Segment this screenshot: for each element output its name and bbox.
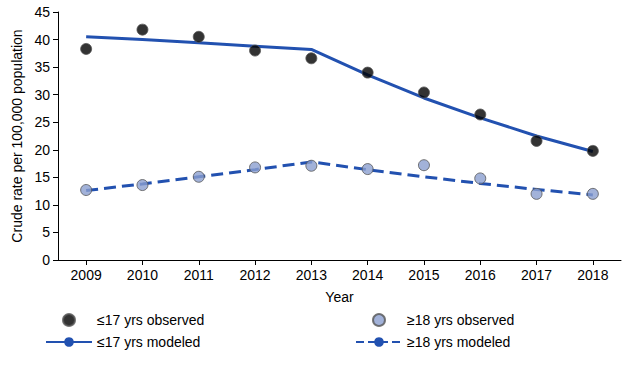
svg-text:2013: 2013 bbox=[296, 267, 327, 283]
svg-text:Year: Year bbox=[325, 289, 354, 305]
svg-text:0: 0 bbox=[42, 252, 50, 268]
svg-text:2012: 2012 bbox=[239, 267, 270, 283]
svg-text:≤17 yrs modeled: ≤17 yrs modeled bbox=[97, 334, 200, 350]
svg-text:2017: 2017 bbox=[521, 267, 552, 283]
svg-text:15: 15 bbox=[34, 169, 50, 185]
svg-text:20: 20 bbox=[34, 142, 50, 158]
svg-text:45: 45 bbox=[34, 4, 50, 20]
svg-text:10: 10 bbox=[34, 197, 50, 213]
svg-text:2014: 2014 bbox=[352, 267, 383, 283]
svg-text:40: 40 bbox=[34, 32, 50, 48]
svg-text:2009: 2009 bbox=[71, 267, 102, 283]
svg-text:2016: 2016 bbox=[465, 267, 496, 283]
svg-text:5: 5 bbox=[42, 224, 50, 240]
svg-text:2015: 2015 bbox=[408, 267, 439, 283]
svg-text:≤17 yrs observed: ≤17 yrs observed bbox=[97, 312, 204, 328]
svg-text:2018: 2018 bbox=[577, 267, 608, 283]
svg-text:≥18 yrs observed: ≥18 yrs observed bbox=[407, 312, 514, 328]
svg-text:2011: 2011 bbox=[184, 267, 214, 283]
svg-text:≥18 yrs modeled: ≥18 yrs modeled bbox=[407, 334, 510, 350]
svg-text:2010: 2010 bbox=[127, 267, 158, 283]
svg-text:30: 30 bbox=[34, 87, 50, 103]
svg-text:35: 35 bbox=[34, 59, 50, 75]
svg-text:Crude rate per 100,000 populat: Crude rate per 100,000 population bbox=[9, 29, 25, 242]
svg-text:25: 25 bbox=[34, 114, 50, 130]
